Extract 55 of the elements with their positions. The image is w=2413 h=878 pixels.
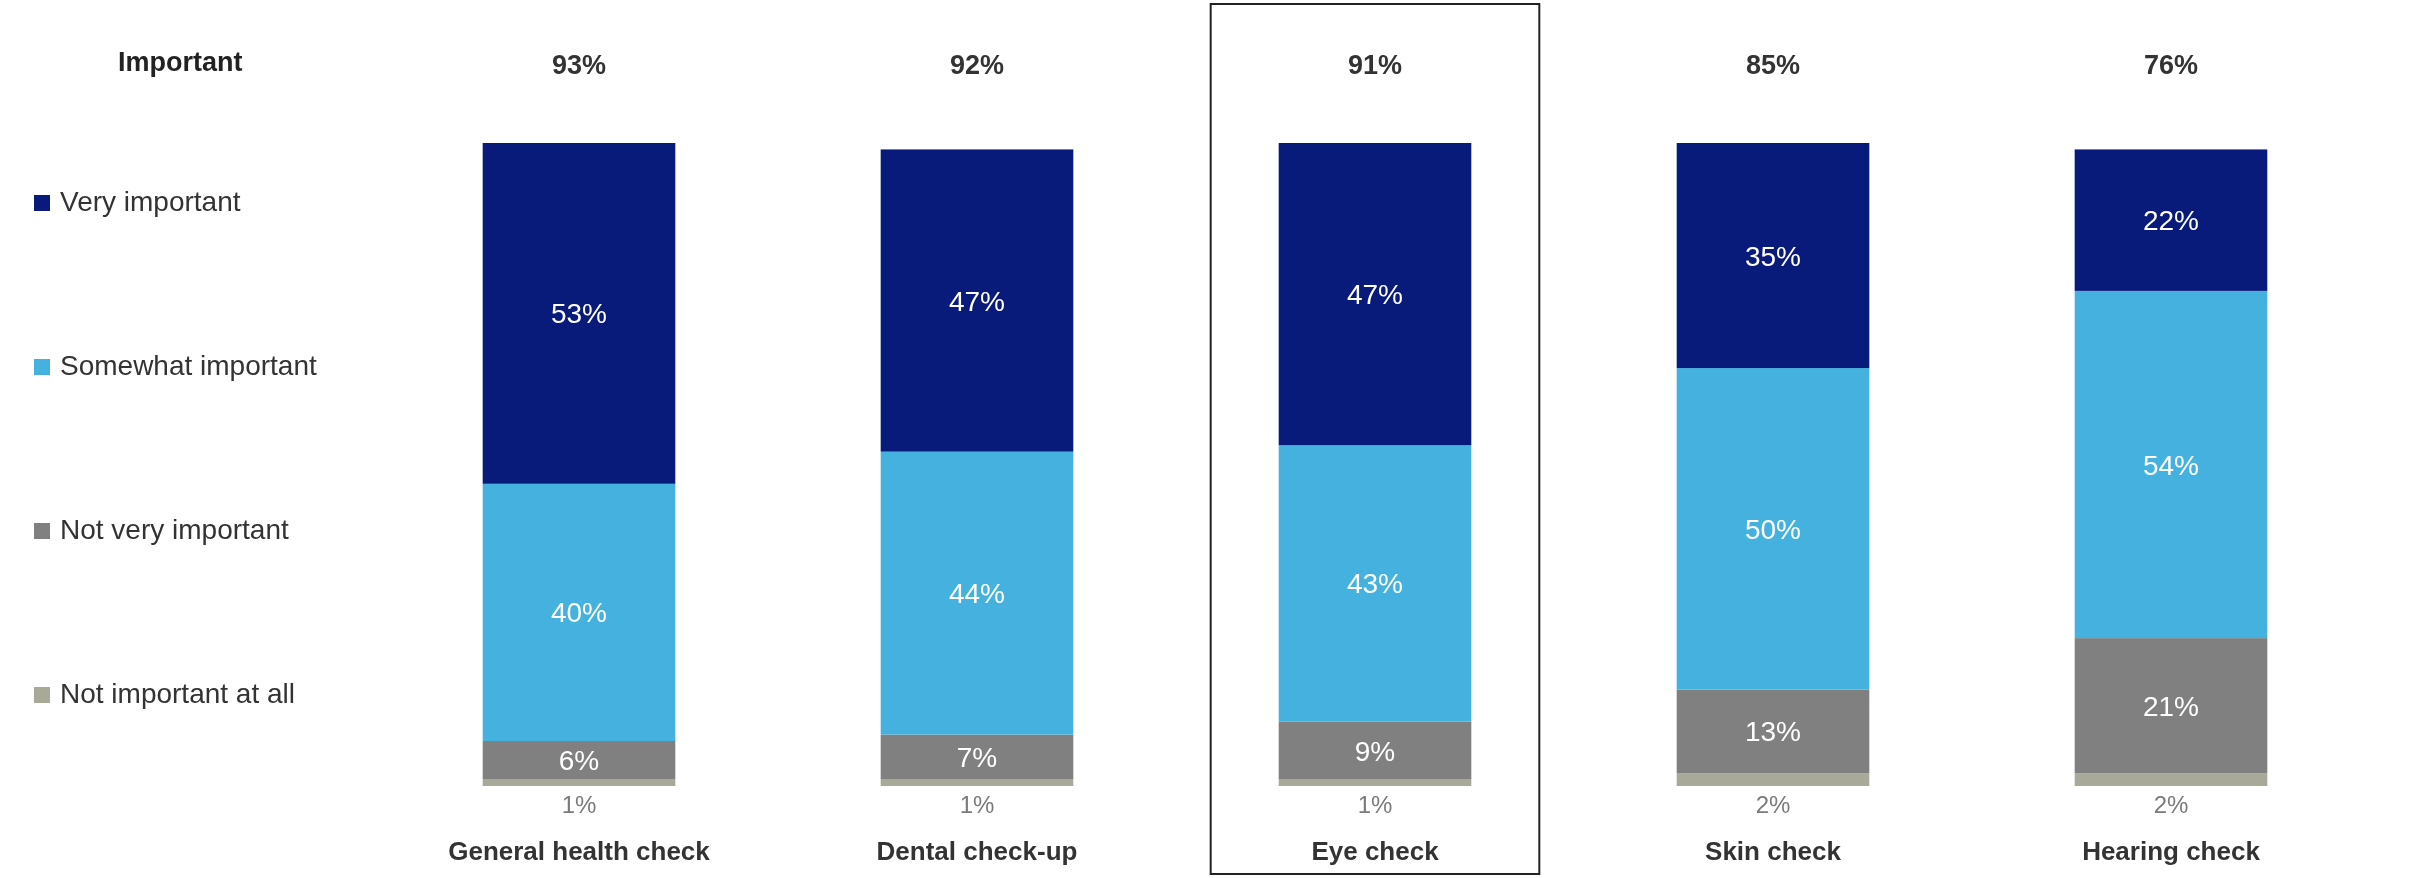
bar <box>2074 773 2268 786</box>
data-label: 9% <box>1354 735 1396 767</box>
data-label: 1% <box>959 791 995 818</box>
bar <box>1278 143 1472 446</box>
bar <box>2074 149 2268 291</box>
legend-label: Not very important <box>60 514 289 545</box>
data-label: 43% <box>1346 568 1404 600</box>
data-label: 50% <box>1744 513 1802 545</box>
bar <box>880 779 1074 786</box>
data-label: 2% <box>2153 791 2189 818</box>
data-label: 40% <box>550 597 608 629</box>
text: 92% <box>949 50 1005 80</box>
data-label: 2% <box>1755 791 1791 818</box>
data-label: 13% <box>1744 716 1802 748</box>
x-tick-label: General health check <box>448 836 711 866</box>
data-label: 44% <box>948 578 1006 610</box>
bar <box>482 740 676 780</box>
bar <box>482 779 676 786</box>
bar <box>880 149 1074 452</box>
bar <box>2074 638 2268 774</box>
bar <box>1676 689 1870 774</box>
data-label: 54% <box>2142 449 2200 481</box>
x-tick-label: Eye check <box>1311 836 1440 866</box>
data-label: 1% <box>561 791 597 818</box>
bar <box>1278 721 1472 780</box>
data-label: 22% <box>2142 205 2200 237</box>
bar <box>1278 445 1472 722</box>
data-label: 6% <box>558 745 600 777</box>
text: 93% <box>551 50 607 80</box>
x-tick-label: Skin check <box>1705 836 1842 866</box>
text: 91% <box>1347 50 1403 80</box>
bar <box>482 143 676 484</box>
data-label: 35% <box>1744 240 1802 272</box>
text: 85% <box>1745 50 1801 80</box>
bar <box>880 451 1074 735</box>
data-label: 47% <box>1346 279 1404 311</box>
bar <box>2074 290 2268 639</box>
bar <box>880 734 1074 780</box>
bar <box>1676 143 1870 369</box>
text: Important <box>118 47 243 77</box>
data-label: 21% <box>2142 690 2200 722</box>
legend-label: Somewhat important <box>60 350 318 381</box>
text: 76% <box>2143 50 2199 80</box>
bar <box>482 483 676 741</box>
x-tick-label: Hearing check <box>2082 836 2261 866</box>
data-label: 53% <box>550 298 608 330</box>
bar <box>1278 779 1472 786</box>
legend-label: Very important <box>60 186 241 217</box>
x-tick-label: Dental check-up <box>876 836 1078 866</box>
data-label: 7% <box>956 742 998 774</box>
bar <box>1676 368 1870 690</box>
legend-label: Not important at all <box>60 678 295 709</box>
bar <box>1676 773 1870 786</box>
data-label: 1% <box>1357 791 1393 818</box>
data-label: 47% <box>948 285 1006 317</box>
